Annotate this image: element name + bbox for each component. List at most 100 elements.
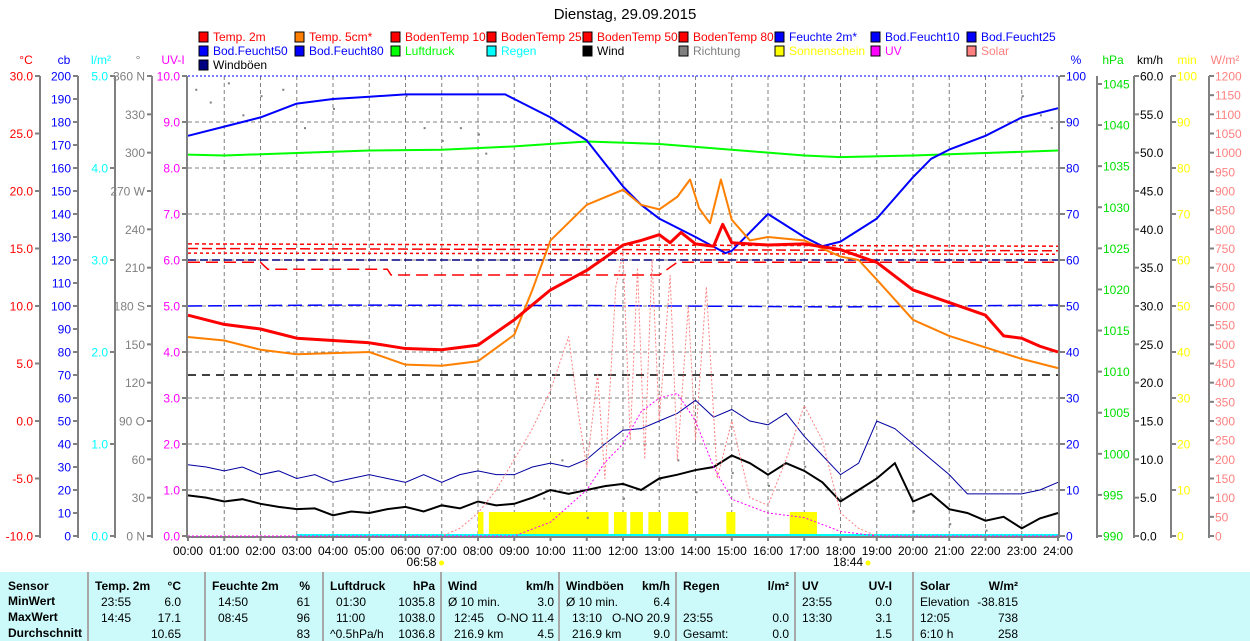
legend-swatch: [486, 31, 497, 43]
sunshine-bar: [613, 512, 627, 535]
axis-tick-label: 0: [64, 530, 71, 544]
stat-value: 61: [296, 595, 310, 609]
series-temp-2m: [187, 222, 1059, 354]
series-wind: [187, 454, 1059, 530]
axis-tick-label: 10: [1066, 484, 1080, 498]
axis-unit-dir: °: [136, 53, 141, 67]
axis-tick-label: 50.0: [1140, 146, 1164, 160]
axis-tick-label: 20.0: [1140, 376, 1164, 390]
axis-tick-label: 140: [51, 208, 71, 222]
axis-tick-label: 6.0: [163, 254, 180, 268]
direction-point: [459, 127, 462, 130]
column-separator: [87, 572, 89, 641]
axis-unit-min: min: [1177, 53, 1196, 67]
direction-point: [1039, 114, 1042, 117]
direction-point: [304, 127, 306, 130]
stat-value: 17.1: [157, 611, 181, 625]
axis-tick-label: 700: [1215, 261, 1235, 275]
legend-swatch: [774, 31, 785, 43]
legend-swatch: [870, 45, 881, 57]
axis-tick-label: 50: [1177, 300, 1191, 314]
direction-point: [659, 478, 662, 481]
axis-tick-label: 0: [1215, 530, 1222, 544]
axis-tick-label: 1020: [1103, 283, 1130, 297]
axis-tick-label: 70: [1177, 208, 1191, 222]
axis-tick-label: 5.0: [1140, 491, 1157, 505]
axis-tick-label: 1000: [1103, 447, 1130, 461]
axis-tick-label: 1050: [1215, 127, 1242, 141]
legend-swatch: [294, 45, 305, 57]
axis-unit-pct: %: [1071, 53, 1082, 67]
x-tick-label: 09:00: [499, 544, 529, 558]
axis-tick-label: 8.0: [163, 162, 180, 176]
series-luftdruck: [187, 140, 1059, 159]
axis-tick-label: 150: [125, 338, 145, 352]
chart-title: Dienstag, 29.09.2015: [553, 6, 697, 23]
legend-label: Windböen: [213, 58, 267, 72]
axis-tick-label: 60: [132, 453, 146, 467]
direction-point: [441, 139, 444, 142]
axis-tick-label: 15.0: [10, 242, 34, 256]
row-label: MaxWert: [8, 610, 58, 624]
axis-tick-label: 120: [51, 254, 71, 268]
stat-time-or-label: Gesamt:: [683, 627, 729, 641]
axis-tick-label: 20.0: [10, 185, 34, 199]
axis-unit-wm2: W/m²: [1211, 53, 1240, 67]
sunshine-bar: [630, 512, 643, 535]
axis-tick-label: 0.0: [163, 530, 180, 544]
axis-tick-label: 200: [1215, 453, 1235, 467]
stat-value: 738: [997, 611, 1018, 625]
direction-point: [478, 133, 480, 136]
soil-line-bodentemp-50: [187, 252, 1059, 255]
legend-swatch: [198, 45, 209, 57]
axis-tick-label: 900: [1215, 185, 1235, 199]
axis-tick-label: 1000: [1215, 146, 1242, 160]
direction-point: [731, 472, 734, 475]
stat-time-or-label: 23:55: [683, 611, 714, 625]
axis-tick-label: 300: [125, 146, 145, 160]
stat-value: O-NO 11.4: [496, 611, 554, 625]
sensor-header: Sensor: [8, 579, 49, 593]
stat-time-or-label: ^0.5hPa/h: [330, 627, 384, 641]
axis-tick-label: 4.0: [163, 346, 180, 360]
axis-tick-label: 20: [1177, 438, 1191, 452]
axis-tick-label: 30.0: [10, 70, 34, 84]
direction-point: [209, 101, 212, 104]
axis-tick-label: 40: [1066, 346, 1080, 360]
axes: °C 30.0 25.0 20.0 15.0 10.0 5.0 0.0 -5.0 -10.0 cb 2…: [6, 53, 1242, 544]
axis-tick-label: 180 S: [114, 300, 145, 314]
x-tick-label: 18:00: [825, 544, 855, 558]
axis-tick-label: 90: [58, 323, 72, 337]
x-tick-label: 03:00: [282, 544, 312, 558]
legend-label: Bod.Feucht10: [885, 30, 960, 44]
direction-point: [876, 484, 879, 487]
axis-tick-label: 100: [51, 300, 71, 314]
axis-tick-label: 2.0: [163, 438, 180, 452]
stat-time-or-label: 23:55: [101, 595, 132, 609]
group-title: Windböen: [566, 579, 624, 593]
group-unit: %: [299, 579, 310, 593]
x-tick-label: 20:00: [898, 544, 928, 558]
direction-point: [695, 491, 698, 494]
stat-time-or-label: 14:45: [101, 611, 132, 625]
axis-tick-label: 120: [125, 376, 145, 390]
legend-label: Richtung: [693, 44, 740, 58]
series-feuchte-2m-: [187, 93, 1059, 255]
direction-point: [623, 497, 625, 500]
x-tick-label: 02:00: [245, 544, 275, 558]
legend-label: Solar: [981, 44, 1009, 58]
stat-time-or-label: Ø 10 min.: [566, 595, 619, 609]
axis-tick-label: 995: [1103, 488, 1123, 502]
legend-label: Sonnenschein: [789, 44, 865, 58]
axis-tick-label: 0: [1066, 530, 1073, 544]
x-tick-label: 08:00: [463, 544, 493, 558]
axis-tick-label: 80: [1177, 162, 1191, 176]
axis-tick-label: 600: [1215, 300, 1235, 314]
legend-swatch: [582, 45, 593, 57]
axis-tick-label: 50: [58, 415, 72, 429]
stat-value: -38.815: [977, 595, 1018, 609]
legend-swatch: [678, 31, 689, 43]
direction-point: [1050, 127, 1053, 130]
axis-tick-label: 1040: [1103, 119, 1130, 133]
column-separator: [440, 572, 442, 641]
